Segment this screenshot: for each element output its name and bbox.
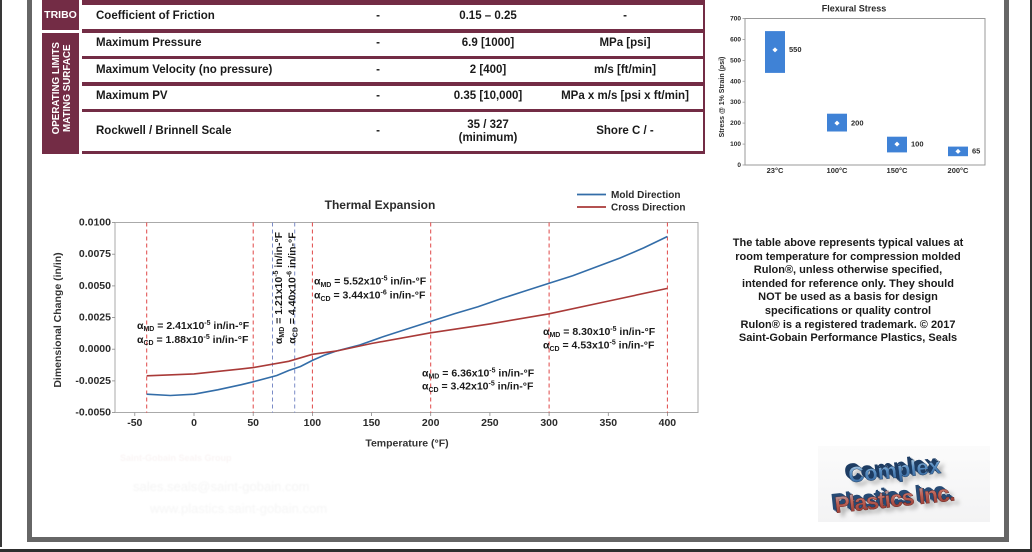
svg-text:αCD = 1.88x10-5 in/in-°F: αCD = 1.88x10-5 in/in-°F [137,334,249,347]
svg-text:Stress @ 1% Strain (psi): Stress @ 1% Strain (psi) [719,57,726,138]
svg-text:0: 0 [191,417,197,429]
svg-text:600: 600 [730,37,741,44]
svg-text:Mold Direction: Mold Direction [611,190,680,201]
svg-text:αMD = 1.21x10-5 in/in-°F: αMD = 1.21x10-5 in/in-°F [273,231,286,344]
svg-text:0.0025: 0.0025 [79,312,111,324]
svg-text:Dimensional Change (in/in): Dimensional Change (in/in) [52,252,64,387]
svg-text:100°C: 100°C [827,166,849,175]
svg-text:-0.0050: -0.0050 [75,407,111,419]
svg-text:200: 200 [730,120,741,127]
svg-text:100: 100 [730,141,741,148]
svg-text:300: 300 [540,417,558,429]
svg-text:550: 550 [789,45,802,54]
svg-text:150°C: 150°C [887,166,909,175]
svg-text:350: 350 [600,417,618,429]
svg-text:αCD = 4.53x10-5 in/in-°F: αCD = 4.53x10-5 in/in-°F [543,340,655,353]
svg-text:αCD = 3.42x10-5 in/in-°F: αCD = 3.42x10-5 in/in-°F [422,381,534,394]
svg-text:Cross Direction: Cross Direction [611,203,685,214]
svg-text:250: 250 [481,417,499,429]
svg-text:400: 400 [659,417,677,429]
svg-text:23°C: 23°C [767,166,784,175]
svg-text:500: 500 [730,57,741,64]
svg-text:700: 700 [730,16,741,23]
svg-text:400: 400 [730,78,741,85]
svg-text:αMD = 5.52x10-5 in/in-°F: αMD = 5.52x10-5 in/in-°F [314,276,427,289]
svg-text:-50: -50 [127,417,142,429]
svg-text:αCD = 4.40x10-6 in/in-°F: αCD = 4.40x10-6 in/in-°F [287,232,300,344]
svg-text:0.0050: 0.0050 [79,280,111,292]
svg-text:200: 200 [422,417,440,429]
svg-text:-0.0025: -0.0025 [75,375,111,387]
svg-text:0.0000: 0.0000 [79,343,111,355]
svg-text:αCD = 3.44x10-6 in/in-°F: αCD = 3.44x10-6 in/in-°F [314,290,426,303]
svg-text:Flexural Stress: Flexural Stress [822,4,887,14]
svg-text:0.0075: 0.0075 [79,248,111,260]
svg-text:200°C: 200°C [948,166,970,175]
svg-text:150: 150 [363,417,381,429]
svg-text:Temperature (°F): Temperature (°F) [365,438,448,450]
svg-text:65: 65 [972,147,980,156]
svg-text:αMD = 2.41x10-5 in/in-°F: αMD = 2.41x10-5 in/in-°F [137,320,250,333]
svg-text:0: 0 [737,162,741,169]
svg-text:50: 50 [247,417,259,429]
svg-text:200: 200 [851,118,864,127]
svg-text:100: 100 [911,139,924,148]
svg-text:0.0100: 0.0100 [79,217,111,229]
svg-text:αMD = 6.36x10-5 in/in-°F: αMD = 6.36x10-5 in/in-°F [422,367,535,380]
svg-text:αMD = 8.30x10-5 in/in-°F: αMD = 8.30x10-5 in/in-°F [543,326,656,339]
svg-text:300: 300 [730,99,741,106]
svg-text:Thermal Expansion: Thermal Expansion [325,198,436,212]
svg-text:100: 100 [304,417,322,429]
